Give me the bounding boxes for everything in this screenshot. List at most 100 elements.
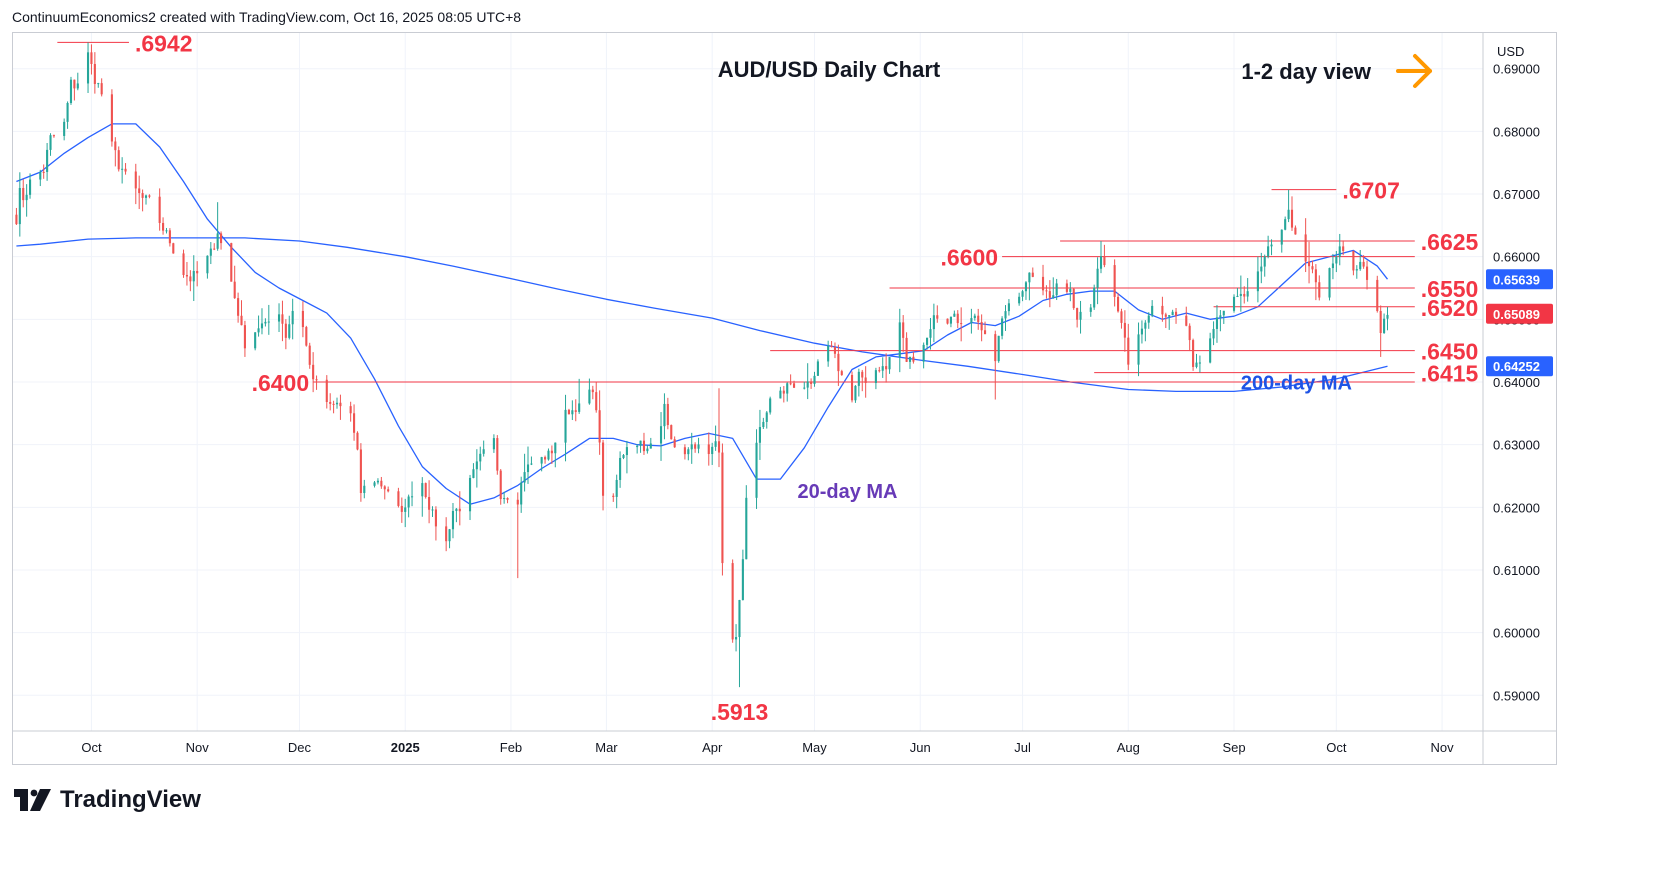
labels-layer: .6942 .6707 .6625 .6600 .6550.6520 .6450.6415… bbox=[135, 30, 1479, 725]
candle-body bbox=[861, 371, 864, 378]
candle bbox=[792, 380, 796, 389]
candle bbox=[898, 308, 901, 373]
candle bbox=[219, 231, 223, 250]
candle bbox=[1007, 299, 1010, 316]
y-tick-label: 0.60000 bbox=[1493, 626, 1540, 641]
candle bbox=[1069, 282, 1072, 302]
candle-body bbox=[1076, 308, 1079, 320]
candle-body bbox=[827, 345, 830, 362]
candle bbox=[329, 393, 332, 411]
candle bbox=[1328, 267, 1331, 301]
candle-body bbox=[66, 102, 69, 122]
candle-body bbox=[308, 345, 311, 365]
candle bbox=[864, 366, 867, 398]
candlestick-chart[interactable]: Oct Nov Dec 2025 Feb Mar Apr May Jun Jul Aug Sep Oct… bbox=[0, 0, 1664, 780]
candle bbox=[827, 340, 830, 367]
candle bbox=[22, 179, 25, 208]
candle bbox=[516, 492, 519, 579]
candle-body bbox=[1120, 311, 1123, 323]
candle-body bbox=[588, 389, 591, 404]
candle bbox=[1212, 321, 1215, 346]
candle-body bbox=[1018, 296, 1021, 304]
candle bbox=[1041, 264, 1045, 296]
candle-body bbox=[1089, 307, 1092, 312]
candle-body bbox=[148, 195, 151, 197]
candle bbox=[997, 335, 1000, 363]
candle-body bbox=[1287, 209, 1290, 220]
chart-header: ContinuumEconomics2 created with Trading… bbox=[12, 9, 522, 25]
candle-body bbox=[189, 276, 192, 282]
candle-body bbox=[813, 375, 816, 384]
candle-body bbox=[810, 381, 813, 384]
candle-body bbox=[1280, 229, 1283, 245]
candle-body bbox=[769, 398, 772, 413]
candle-body bbox=[1232, 296, 1236, 311]
candle bbox=[359, 443, 362, 502]
candle bbox=[881, 357, 884, 378]
candle bbox=[1024, 281, 1028, 300]
candle-body bbox=[932, 315, 935, 330]
candle bbox=[1123, 310, 1126, 352]
candle bbox=[189, 270, 192, 292]
x-tick-label: Sep bbox=[1222, 740, 1245, 755]
candle bbox=[315, 375, 318, 390]
candle bbox=[1171, 309, 1174, 316]
candle bbox=[206, 255, 209, 279]
candle bbox=[806, 363, 809, 400]
candle-body bbox=[929, 329, 932, 338]
candle-body bbox=[530, 463, 533, 465]
y-tick-label: 0.68000 bbox=[1493, 124, 1540, 139]
candle bbox=[1222, 310, 1225, 324]
candle-body bbox=[1379, 310, 1382, 334]
tradingview-logo-icon bbox=[14, 789, 51, 811]
candle bbox=[953, 310, 956, 317]
candle-body bbox=[970, 318, 973, 324]
candle-body bbox=[578, 403, 581, 412]
candle-body bbox=[428, 497, 431, 510]
y-tick-label: 0.62000 bbox=[1493, 500, 1540, 515]
candle bbox=[407, 494, 410, 518]
candle bbox=[503, 491, 506, 504]
candle bbox=[356, 431, 359, 451]
candle bbox=[475, 449, 478, 488]
candle bbox=[86, 42, 90, 93]
ma-price-badge: 0.64252 bbox=[1486, 356, 1553, 377]
candle bbox=[482, 440, 485, 457]
y-tick-label: 0.69000 bbox=[1493, 62, 1540, 77]
candle-body bbox=[97, 83, 100, 85]
candle-body bbox=[1335, 256, 1338, 264]
candle bbox=[260, 308, 264, 335]
candle-body bbox=[359, 449, 362, 494]
candle-body bbox=[762, 421, 765, 428]
candle bbox=[1335, 250, 1338, 273]
candle-body bbox=[666, 403, 669, 426]
candle bbox=[857, 368, 860, 397]
candle-body bbox=[782, 390, 785, 394]
candle bbox=[141, 189, 144, 212]
candle bbox=[874, 367, 877, 390]
candle-body bbox=[121, 168, 124, 170]
candle-body bbox=[953, 313, 956, 317]
candle-body bbox=[833, 347, 837, 354]
candle-body bbox=[1386, 314, 1389, 319]
candle bbox=[1338, 233, 1341, 266]
candle-body bbox=[28, 179, 32, 195]
candle-body bbox=[687, 449, 690, 455]
candle-body bbox=[694, 444, 697, 449]
candle-body bbox=[1243, 293, 1246, 297]
candle-body bbox=[69, 79, 73, 103]
candle-body bbox=[73, 79, 76, 89]
candle-body bbox=[878, 370, 881, 372]
candle bbox=[769, 396, 772, 415]
candle-body bbox=[506, 498, 509, 500]
candle-body bbox=[22, 187, 25, 201]
candle-body bbox=[1168, 315, 1171, 317]
candle bbox=[148, 194, 151, 199]
badge-bg bbox=[1486, 269, 1553, 290]
candle-body bbox=[854, 385, 857, 401]
candle-body bbox=[721, 452, 724, 564]
candle-body bbox=[540, 457, 543, 464]
tradingview-logo[interactable]: TradingView bbox=[14, 786, 201, 814]
candle-body bbox=[400, 505, 403, 512]
x-tick-label: May bbox=[802, 740, 827, 755]
